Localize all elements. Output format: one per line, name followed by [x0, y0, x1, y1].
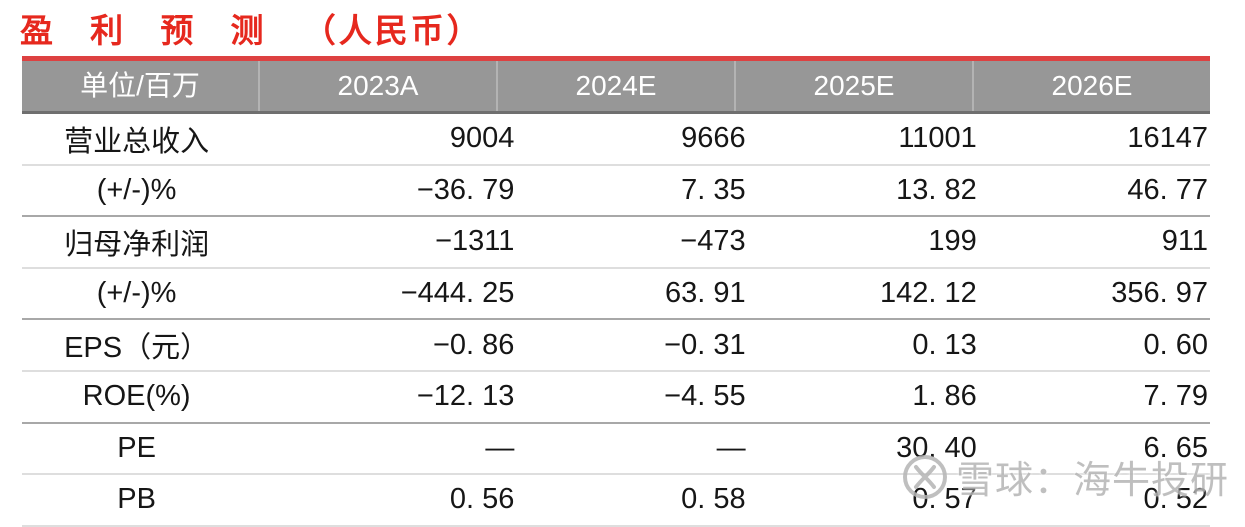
- value-cell: 7. 79: [1143, 380, 1209, 413]
- table-row: ROE(%) −12. 13 −4. 55 1. 86 7. 79: [22, 372, 1210, 424]
- page-title-text: 盈 利 预 测: [20, 12, 278, 49]
- row-label: (+/-)%: [96, 277, 177, 310]
- row-label: 归母净利润: [64, 228, 210, 261]
- value-cell: 0. 13: [912, 328, 977, 361]
- table-row: PE — — 30. 40 6. 65: [22, 424, 1210, 476]
- value-cell: 0. 58: [681, 483, 746, 516]
- row-label: 营业总收入: [64, 125, 210, 158]
- row-label: (+/-)%: [96, 173, 177, 206]
- value-cell: 0. 57: [912, 483, 977, 516]
- value-cell: −36. 79: [416, 173, 515, 206]
- value-cell: 9666: [681, 122, 746, 155]
- table-row: PB 0. 56 0. 58 0. 57 0. 52: [22, 475, 1210, 527]
- table-top-rule: [22, 56, 1210, 61]
- value-cell: 1. 86: [912, 380, 977, 413]
- row-label: PB: [117, 483, 156, 516]
- value-cell: 63. 91: [664, 277, 746, 310]
- value-cell: 0. 60: [1143, 328, 1209, 361]
- value-cell: −0. 86: [432, 328, 515, 361]
- table-header-row: 单位/百万 2023A 2024E 2025E 2026E: [22, 61, 1210, 114]
- table-body: 营业总收入 9004 9666 11001 16147 (+/-)% −36. 79 7. 3…: [22, 114, 1210, 527]
- value-cell: —: [485, 431, 515, 464]
- value-cell: 199: [928, 225, 977, 258]
- value-cell: 0. 56: [449, 483, 515, 516]
- value-cell: −1311: [435, 225, 515, 258]
- value-cell: −473: [680, 225, 746, 258]
- value-cell: 16147: [1127, 122, 1209, 155]
- table-row: EPS（元） −0. 86 −0. 31 0. 13 0. 60: [22, 320, 1210, 372]
- row-label: ROE(%): [82, 380, 191, 413]
- value-cell: 13. 82: [896, 173, 977, 206]
- value-cell: 9004: [449, 122, 515, 155]
- value-cell: —: [716, 431, 746, 464]
- header-cell-year: 2025E: [734, 61, 972, 111]
- value-cell: 30. 40: [896, 431, 977, 464]
- header-cell-unit: 单位/百万: [80, 70, 200, 101]
- table-row: 营业总收入 9004 9666 11001 16147: [22, 114, 1210, 166]
- value-cell: 46. 77: [1127, 173, 1209, 206]
- table-row: (+/-)% −444. 25 63. 91 142. 12 356. 97: [22, 269, 1210, 321]
- value-cell: 142. 12: [880, 277, 977, 310]
- header-cell-year: 2026E: [972, 61, 1210, 111]
- page-title-currency: （人民币）: [302, 12, 483, 49]
- value-cell: 7. 35: [681, 173, 746, 206]
- value-cell: −444. 25: [400, 277, 515, 310]
- row-label: EPS（元）: [64, 332, 210, 365]
- table-row: 归母净利润 −1311 −473 199 911: [22, 217, 1210, 269]
- value-cell: 11001: [898, 122, 977, 155]
- value-cell: −12. 13: [416, 380, 515, 413]
- table-row: (+/-)% −36. 79 7. 35 13. 82 46. 77: [22, 166, 1210, 218]
- value-cell: −0. 31: [664, 328, 746, 361]
- value-cell: 356. 97: [1111, 277, 1209, 310]
- profit-forecast-table: 单位/百万 2023A 2024E 2025E 2026E 营业总收入 9004 9666 1…: [22, 56, 1210, 527]
- header-cell-year: 2024E: [496, 61, 734, 111]
- page-title: 盈 利 预 测 （人民币）: [20, 4, 483, 52]
- value-cell: 0. 52: [1143, 483, 1209, 516]
- value-cell: 6. 65: [1143, 431, 1209, 464]
- row-label: PE: [117, 431, 156, 464]
- value-cell: −4. 55: [664, 380, 746, 413]
- value-cell: 911: [1161, 225, 1209, 258]
- header-cell-year: 2023A: [258, 61, 496, 111]
